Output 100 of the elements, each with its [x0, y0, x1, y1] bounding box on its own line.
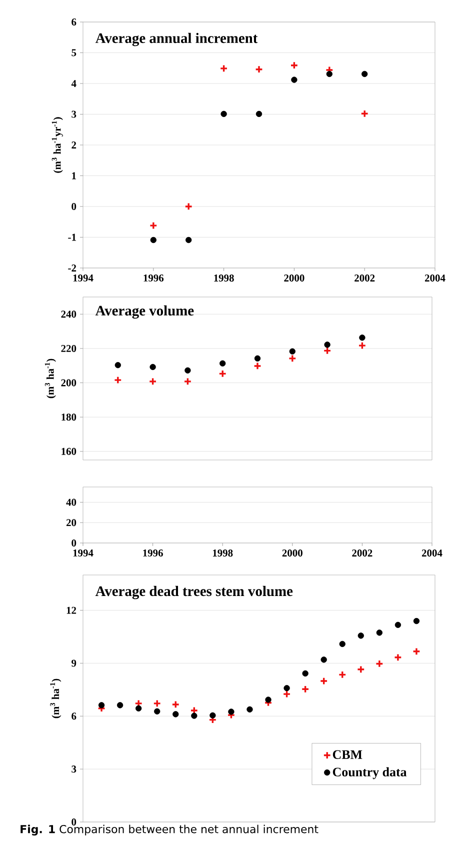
y-tick-label: 20: [66, 519, 76, 526]
y-tick-label: 9: [72, 660, 76, 667]
y-axis-title: (m$^{3}$ ha$^{-1}$): [44, 358, 56, 398]
point: [359, 334, 366, 341]
point: [218, 370, 227, 378]
point: [253, 362, 262, 370]
x-tick-label: 2002: [354, 274, 375, 282]
point: [265, 696, 272, 703]
y-tick-label: 5: [72, 49, 76, 56]
point: [323, 346, 332, 355]
y-tick-label: 240: [61, 310, 76, 318]
x-tick-label: 2000: [284, 274, 304, 282]
y-axis-title: (m$^{3}$ ha$^{-1}$yr$^{-1}$): [52, 117, 63, 173]
point: [289, 348, 296, 354]
point: [302, 670, 308, 677]
legend-label: Country data: [332, 767, 407, 780]
point: [282, 690, 291, 698]
point: [150, 236, 156, 244]
x-tick-label: 1998: [212, 550, 233, 557]
point: [154, 708, 160, 714]
point: [114, 362, 121, 368]
point: [186, 236, 192, 244]
point: [172, 700, 180, 709]
point: [220, 110, 227, 118]
point: [320, 656, 327, 663]
point: [246, 706, 253, 713]
point: [288, 354, 296, 362]
point: [116, 702, 124, 708]
point: [413, 618, 420, 624]
y-tick-label: -1: [68, 234, 76, 241]
x-tick-label: 2002: [352, 550, 372, 557]
x-tick-label: 2000: [282, 550, 302, 557]
point: [320, 676, 328, 686]
point: [210, 712, 216, 719]
point: [256, 110, 262, 118]
point: [184, 367, 191, 374]
x-tick-label: 1994: [73, 274, 94, 282]
point: [362, 70, 368, 78]
point: [220, 360, 226, 366]
point: [326, 70, 332, 78]
point: [254, 65, 264, 74]
point: [284, 684, 290, 692]
y-tick-label: 12: [66, 606, 76, 614]
point: [360, 110, 369, 118]
point: [394, 622, 402, 628]
point: [358, 632, 364, 639]
point: [338, 670, 346, 679]
y-tick-label: 180: [62, 414, 76, 421]
point: [375, 660, 384, 668]
point: [153, 699, 162, 708]
y-tick-label: 160: [62, 448, 76, 455]
y-tick-label: 0: [72, 818, 76, 826]
point: [356, 665, 365, 674]
y-tick-label: -2: [68, 264, 76, 272]
x-tick-label: 1996: [144, 274, 164, 282]
point: [358, 342, 366, 350]
y-tick-label: 1: [72, 172, 76, 180]
y-tick-label: 2: [72, 142, 76, 148]
x-tick-label: 1996: [143, 550, 163, 557]
point: [172, 711, 179, 718]
point: [184, 377, 192, 386]
point: [228, 708, 234, 715]
y-tick-label: 220: [61, 344, 76, 352]
point: [412, 647, 421, 656]
point: [148, 377, 157, 386]
y-axis-title: (m$^{3}$ ha$^{-1}$): [50, 678, 62, 718]
point: [324, 342, 330, 348]
y-tick-label: 0: [72, 202, 76, 210]
point: [376, 630, 383, 636]
y-tick-label: 6: [72, 712, 76, 720]
y-tick-label: 200: [61, 379, 76, 386]
point: [150, 364, 156, 370]
point: [191, 712, 198, 719]
y-tick-label: 3: [72, 110, 76, 118]
legend-label: CBM: [332, 750, 362, 759]
point: [301, 685, 310, 694]
text: Average volume: [95, 305, 194, 319]
point: [149, 222, 158, 230]
point: [184, 202, 193, 211]
point: [254, 355, 261, 362]
y-tick-label: 4: [71, 80, 76, 87]
x-tick-label: 2004: [424, 274, 446, 282]
point: [291, 76, 298, 83]
point: [114, 376, 122, 384]
x-tick-label: 1994: [73, 550, 94, 557]
point: [394, 653, 402, 662]
y-tick-label: 40: [66, 498, 76, 506]
y-tick-label: 3: [72, 766, 76, 773]
y-tick-label: 0: [72, 539, 76, 547]
x-tick-label: 1998: [214, 274, 234, 282]
point: [290, 61, 298, 70]
text: Fig. 1 Comparison between the net annual increment: [20, 824, 318, 836]
point: [220, 64, 228, 72]
point: [98, 702, 105, 708]
text: Average dead trees stem volume: [95, 586, 293, 600]
point: [339, 640, 346, 648]
y-tick-label: 6: [72, 18, 76, 26]
point: [135, 705, 142, 712]
text: Average annual increment: [95, 32, 258, 46]
x-tick-label: 2004: [422, 550, 442, 557]
